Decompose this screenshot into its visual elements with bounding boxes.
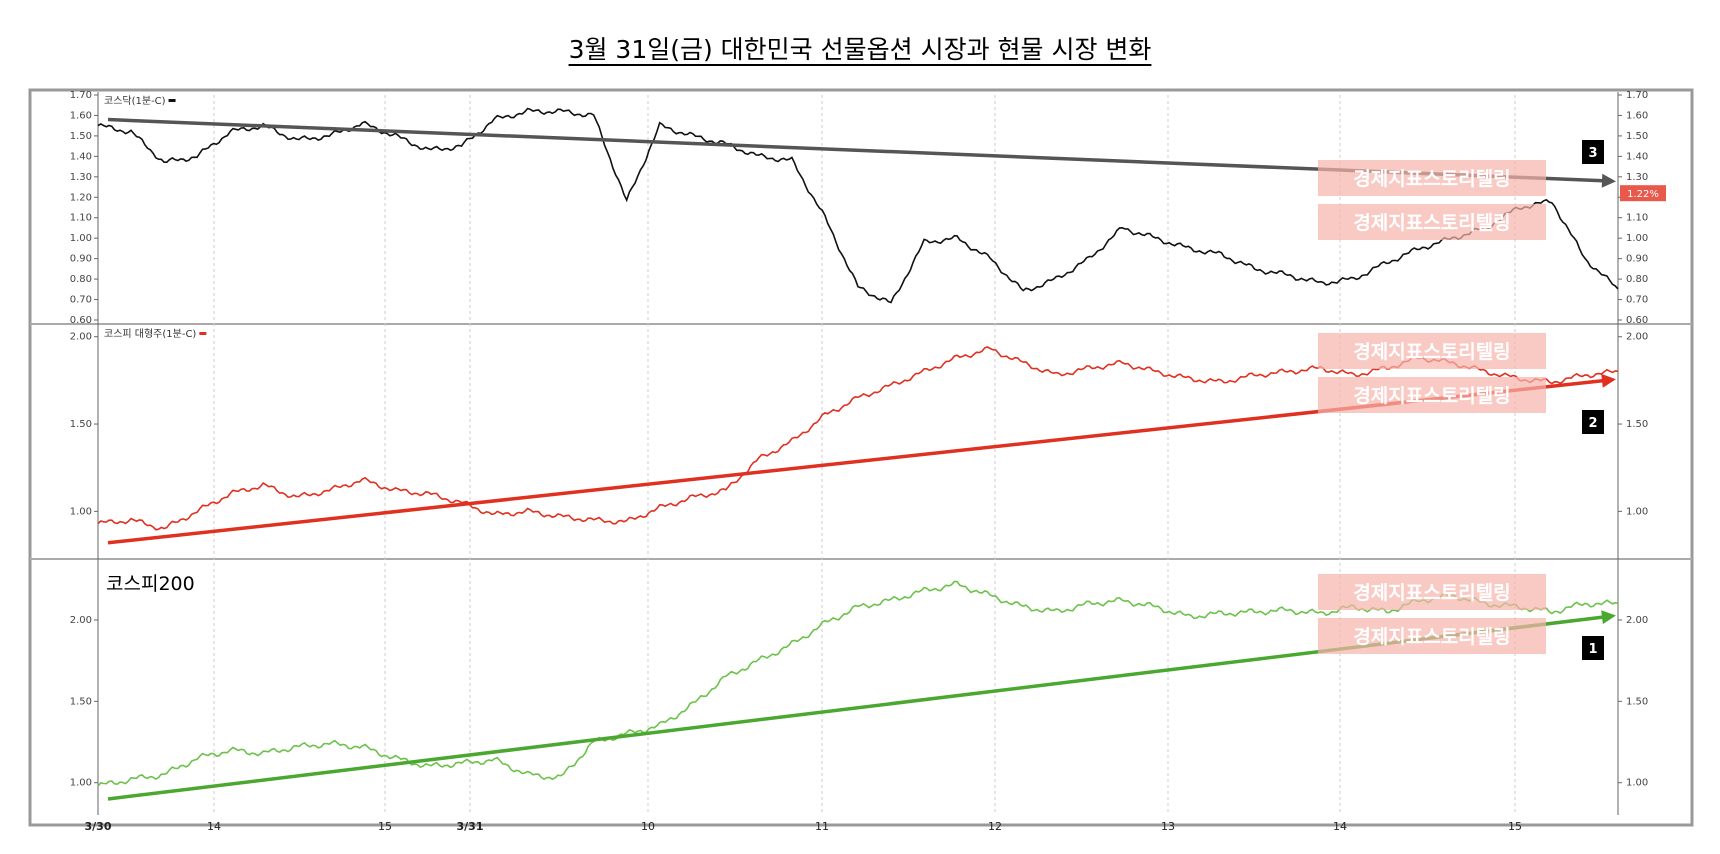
y-tick-label-right: 2.00 — [1626, 615, 1648, 626]
x-tick-label: 12 — [988, 820, 1002, 833]
x-tick-label: 11 — [815, 820, 829, 833]
trend-badge — [1582, 410, 1604, 434]
trend-badge-label: 2 — [1588, 416, 1597, 431]
y-tick-label-right: 1.00 — [1626, 233, 1648, 244]
y-tick-label-left: 1.30 — [70, 172, 92, 183]
y-tick-label-left: 1.50 — [70, 131, 92, 142]
watermark-text: 경제지표스토리텔링 — [1353, 582, 1510, 604]
grid-layer — [30, 92, 1692, 815]
series-line — [97, 580, 1619, 787]
watermark-text: 경제지표스토리텔링 — [1353, 212, 1510, 234]
y-tick-label-right: 0.60 — [1626, 315, 1648, 326]
y-tick-label-left: 0.70 — [70, 295, 92, 306]
y-tick-label-right: 1.00 — [1626, 778, 1648, 789]
x-tick-label: 14 — [1333, 820, 1347, 833]
y-tick-label-left: 1.00 — [70, 506, 92, 517]
trend-badge-label: 3 — [1588, 146, 1597, 161]
trend-badge — [1582, 636, 1604, 660]
legend-swatch — [168, 99, 176, 102]
x-tick-label: 15 — [378, 820, 392, 833]
y-tick-label-right: 1.70 — [1626, 90, 1648, 101]
legend-swatch — [199, 332, 207, 335]
page-title: 3월 31일(금) 대한민국 선물옵션 시장과 현물 시장 변화 — [568, 35, 1152, 64]
y-tick-label-right: 0.80 — [1626, 274, 1648, 285]
y-tick-label-left: 0.90 — [70, 254, 92, 265]
watermark-text: 경제지표스토리텔링 — [1353, 626, 1510, 648]
y-tick-label-right: 1.00 — [1626, 506, 1648, 517]
y-tick-label-right: 1.50 — [1626, 131, 1648, 142]
last-value-tag — [1620, 185, 1666, 202]
panel-layer: 0.60 0.60 0.70 0.70 0.80 0.80 0.90 0.90 1.00 1.00… — [70, 90, 1666, 801]
watermark-box — [1318, 574, 1546, 610]
x-tick-label: 15 — [1508, 820, 1522, 833]
trend-arrowhead — [1601, 373, 1616, 388]
y-tick-label-left: 1.00 — [70, 778, 92, 789]
series-legend: 코스피 대형주(1분-C) — [104, 328, 196, 340]
trend-badge-label: 1 — [1588, 642, 1597, 657]
chart-border — [28, 88, 1694, 827]
x-tick-label: 14 — [207, 820, 221, 833]
x-axis: 3/30 14 15 3/31 10 11 12 13 14 15 — [85, 820, 1522, 833]
y-tick-label-left: 2.00 — [70, 332, 92, 343]
watermark-box — [1318, 204, 1546, 240]
y-tick-label-right: 1.10 — [1626, 213, 1648, 224]
y-tick-label-left: 1.50 — [70, 696, 92, 707]
y-tick-label-right: 1.50 — [1626, 696, 1648, 707]
y-tick-label-right: 0.70 — [1626, 295, 1648, 306]
y-tick-label-right: 2.00 — [1626, 332, 1648, 343]
y-tick-label-left: 1.20 — [70, 192, 92, 203]
y-tick-label-left: 0.80 — [70, 274, 92, 285]
watermark-box — [1318, 618, 1546, 654]
series-line — [97, 346, 1619, 531]
y-tick-label-right: 1.50 — [1626, 419, 1648, 430]
watermark-box — [1318, 160, 1546, 196]
y-tick-label-right: 1.40 — [1626, 151, 1648, 162]
y-tick-label-left: 1.60 — [70, 110, 92, 121]
y-tick-label-left: 1.10 — [70, 213, 92, 224]
y-tick-label-left: 0.60 — [70, 315, 92, 326]
x-tick-label: 3/31 — [457, 820, 484, 833]
trend-badge — [1582, 140, 1604, 164]
watermark-box — [1318, 377, 1546, 413]
watermark-text: 경제지표스토리텔링 — [1353, 341, 1510, 363]
series-legend: 코스피200 — [106, 573, 195, 595]
y-tick-label-left: 2.00 — [70, 615, 92, 626]
last-value-tag-text: 1.22% — [1627, 189, 1659, 200]
y-tick-label-left: 1.40 — [70, 151, 92, 162]
y-tick-label-right: 0.90 — [1626, 254, 1648, 265]
y-tick-label-left: 1.50 — [70, 419, 92, 430]
x-tick-label: 3/30 — [85, 820, 112, 833]
trend-arrowhead — [1601, 610, 1616, 625]
y-tick-label-left: 1.70 — [70, 90, 92, 101]
y-tick-label-left: 1.00 — [70, 233, 92, 244]
trend-arrowhead — [1601, 173, 1616, 188]
y-tick-label-right: 1.60 — [1626, 110, 1648, 121]
watermark-text: 경제지표스토리텔링 — [1353, 168, 1510, 190]
x-tick-label: 10 — [641, 820, 655, 833]
watermark-box — [1318, 333, 1546, 369]
x-tick-label: 13 — [1161, 820, 1175, 833]
watermark-text: 경제지표스토리텔링 — [1353, 385, 1510, 407]
y-tick-label-right: 1.30 — [1626, 172, 1648, 183]
series-legend: 코스닥(1분-C) — [104, 95, 166, 107]
